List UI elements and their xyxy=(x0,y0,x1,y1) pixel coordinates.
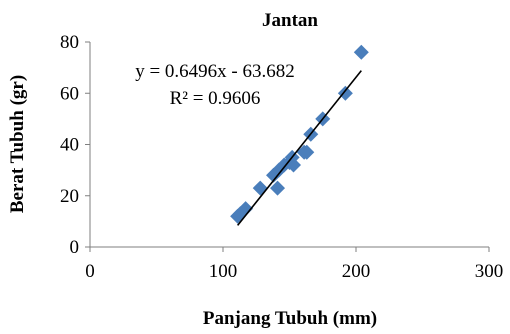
x-tick-label: 300 xyxy=(475,261,504,282)
data-point xyxy=(353,44,369,60)
plot-area: 0 100 200 300 0 20 40 60 80 xyxy=(60,32,503,282)
y-axis-ticks: 0 20 40 60 80 xyxy=(60,32,90,258)
data-point xyxy=(299,144,315,160)
y-tick-label: 80 xyxy=(60,32,79,53)
data-point xyxy=(252,180,268,196)
y-tick-label: 40 xyxy=(60,135,79,156)
x-axis-ticks: 0 100 200 300 xyxy=(85,247,503,282)
x-tick-label: 100 xyxy=(209,261,238,282)
x-tick-label: 0 xyxy=(85,261,95,282)
x-tick-label: 200 xyxy=(342,261,371,282)
y-axis-title: Berat Tubuh (gr) xyxy=(7,75,28,213)
y-tick-label: 60 xyxy=(60,83,79,104)
data-point xyxy=(238,201,254,217)
trendline-equation: y = 0.6496x - 63.682 xyxy=(135,61,295,82)
data-point xyxy=(337,85,353,101)
x-axis-title: Panjang Tubuh (mm) xyxy=(203,308,377,329)
trendline xyxy=(237,70,362,226)
y-tick-label: 0 xyxy=(70,237,80,258)
y-tick-label: 20 xyxy=(60,186,79,207)
trendline-r-squared: R² = 0.9606 xyxy=(170,88,261,109)
data-point xyxy=(270,180,286,196)
chart-title: Jantan xyxy=(262,10,318,31)
